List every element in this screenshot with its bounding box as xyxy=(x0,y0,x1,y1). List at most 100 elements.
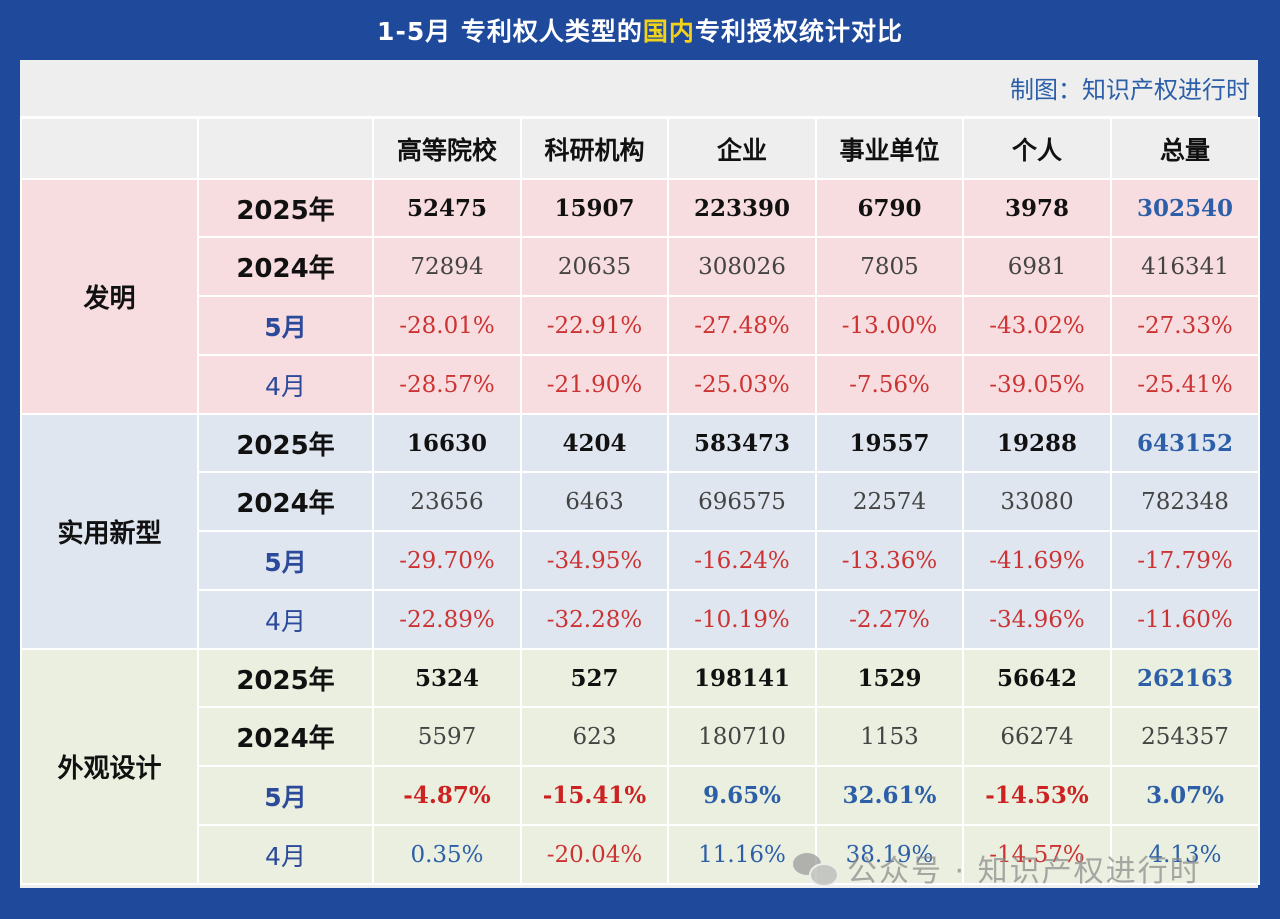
table-cell: 1529 xyxy=(815,648,964,708)
table-cell: -10.19% xyxy=(667,589,817,650)
row-label: 2025年 xyxy=(197,178,374,238)
table-cell: 3.07% xyxy=(1110,765,1260,826)
table-row: 5月 -29.70% -34.95% -16.24% -13.36% -41.69% -17… xyxy=(21,530,1260,591)
row-label: 4月 xyxy=(197,354,374,415)
table-row: 5月 -28.01% -22.91% -27.48% -13.00% -43.02% -27… xyxy=(21,295,1260,356)
table-cell: 180710 xyxy=(667,706,817,767)
table-row: 外观设计 2025年 5324 527 198141 1529 56642 262163 xyxy=(20,648,1260,885)
table-cell: 72894 xyxy=(372,236,522,297)
header-row: 高等院校 科研机构 企业 事业单位 个人 总量 xyxy=(20,117,1260,180)
table-cell: 1153 xyxy=(815,706,964,767)
row-label: 2025年 xyxy=(197,648,374,708)
table-cell: 22574 xyxy=(815,471,964,532)
table-cell: 66274 xyxy=(962,706,1112,767)
table-cell: -41.69% xyxy=(962,530,1112,591)
table-cell: 5324 xyxy=(372,648,522,708)
stats-panel: 制图：知识产权进行时 高等院校 科研机构 企业 事业单位 个人 总量 发明 202… xyxy=(20,60,1260,888)
table-cell: 623 xyxy=(520,706,669,767)
table-cell: -11.60% xyxy=(1110,589,1260,650)
header-total: 总量 xyxy=(1110,117,1260,180)
table-cell: 38.19% xyxy=(815,824,964,885)
table-cell: -13.00% xyxy=(815,295,964,356)
header-cell-empty-1 xyxy=(20,117,199,180)
table-cell: 4204 xyxy=(520,413,669,473)
table-cell: 223390 xyxy=(667,178,817,238)
table-cell: 19288 xyxy=(962,413,1112,473)
table-cell: 0.35% xyxy=(372,824,522,885)
table-cell: -4.87% xyxy=(372,765,522,826)
table-cell: 3978 xyxy=(962,178,1112,238)
table-cell: 33080 xyxy=(962,471,1112,532)
row-label: 5月 xyxy=(197,530,374,591)
table-cell: -17.79% xyxy=(1110,530,1260,591)
table-row: 4月 -22.89% -32.28% -10.19% -2.27% -34.96% -11.… xyxy=(21,589,1260,650)
table-row: 发明 2025年 52475 15907 223390 6790 3978 302540 xyxy=(20,178,1260,415)
table-cell: 23656 xyxy=(372,471,522,532)
table-cell: 32.61% xyxy=(815,765,964,826)
table-cell: -28.01% xyxy=(372,295,522,356)
table-cell: -39.05% xyxy=(962,354,1112,415)
table-cell: 11.16% xyxy=(667,824,817,885)
header-cell-empty-2 xyxy=(197,117,374,180)
table-cell: 20635 xyxy=(520,236,669,297)
group-label: 发明 xyxy=(20,178,199,415)
table-cell: -14.53% xyxy=(962,765,1112,826)
table-row: 2024年 23656 6463 696575 22574 33080 782348 xyxy=(21,471,1260,532)
row-label: 4月 xyxy=(197,589,374,650)
table-cell: -27.48% xyxy=(667,295,817,356)
table-cell: 52475 xyxy=(372,178,522,238)
table-cell: 583473 xyxy=(667,413,817,473)
table-row: 4月 -28.57% -21.90% -25.03% -7.56% -39.05% -25.… xyxy=(21,354,1260,415)
header-public-institutions: 事业单位 xyxy=(815,117,964,180)
table-cell: -22.89% xyxy=(372,589,522,650)
table-row: 5月 -4.87% -15.41% 9.65% 32.61% -14.53% 3.07% xyxy=(21,765,1260,826)
table-cell: -32.28% xyxy=(520,589,669,650)
credit-text: 制图：知识产权进行时 xyxy=(1010,76,1250,104)
header-universities: 高等院校 xyxy=(372,117,522,180)
table-cell: 4.13% xyxy=(1110,824,1260,885)
row-label: 2024年 xyxy=(197,236,374,297)
group-label: 实用新型 xyxy=(20,413,199,650)
header-research-institutes: 科研机构 xyxy=(520,117,669,180)
page-title: 1-5月 专利权人类型的 国内 专利授权统计对比 xyxy=(0,0,1280,60)
stats-table: 高等院校 科研机构 企业 事业单位 个人 总量 发明 2025年 52475 1590… xyxy=(20,117,1260,885)
table-cell: -28.57% xyxy=(372,354,522,415)
table-row: 2024年 5597 623 180710 1153 66274 254357 xyxy=(21,706,1260,767)
table-cell: -21.90% xyxy=(520,354,669,415)
table-cell: -22.91% xyxy=(520,295,669,356)
row-label: 2025年 xyxy=(197,413,374,473)
table-cell: 416341 xyxy=(1110,236,1260,297)
header-individuals: 个人 xyxy=(962,117,1112,180)
table-row: 实用新型 2025年 16630 4204 583473 19557 19288 643152 xyxy=(20,413,1260,650)
table-cell: -34.95% xyxy=(520,530,669,591)
row-label: 2024年 xyxy=(197,706,374,767)
table-body: 发明 2025年 52475 15907 223390 6790 3978 302540 202… xyxy=(20,178,1260,885)
table-cell: 19557 xyxy=(815,413,964,473)
group-label: 外观设计 xyxy=(20,648,199,885)
table-cell: 7805 xyxy=(815,236,964,297)
table-cell: 527 xyxy=(520,648,669,708)
table-cell: 16630 xyxy=(372,413,522,473)
table-cell: 254357 xyxy=(1110,706,1260,767)
table-cell: -7.56% xyxy=(815,354,964,415)
table-cell: -14.57% xyxy=(962,824,1112,885)
table-cell: 302540 xyxy=(1110,178,1260,238)
row-label: 4月 xyxy=(197,824,374,885)
table-cell: -16.24% xyxy=(667,530,817,591)
table-cell: 262163 xyxy=(1110,648,1260,708)
table-row: 4月 0.35% -20.04% 11.16% 38.19% -14.57% 4.13% xyxy=(21,824,1260,885)
table-cell: 696575 xyxy=(667,471,817,532)
title-suffix: 专利授权统计对比 xyxy=(694,17,903,46)
table-cell: 5597 xyxy=(372,706,522,767)
table-cell: -25.03% xyxy=(667,354,817,415)
table-cell: -2.27% xyxy=(815,589,964,650)
table-cell: -27.33% xyxy=(1110,295,1260,356)
table-cell: 9.65% xyxy=(667,765,817,826)
table-row: 2024年 72894 20635 308026 7805 6981 416341 xyxy=(21,236,1260,297)
title-prefix: 1-5月 专利权人类型的 xyxy=(377,17,643,46)
row-label: 5月 xyxy=(197,765,374,826)
table-cell: 6463 xyxy=(520,471,669,532)
table-cell: 6981 xyxy=(962,236,1112,297)
table-cell: -15.41% xyxy=(520,765,669,826)
table-cell: -13.36% xyxy=(815,530,964,591)
